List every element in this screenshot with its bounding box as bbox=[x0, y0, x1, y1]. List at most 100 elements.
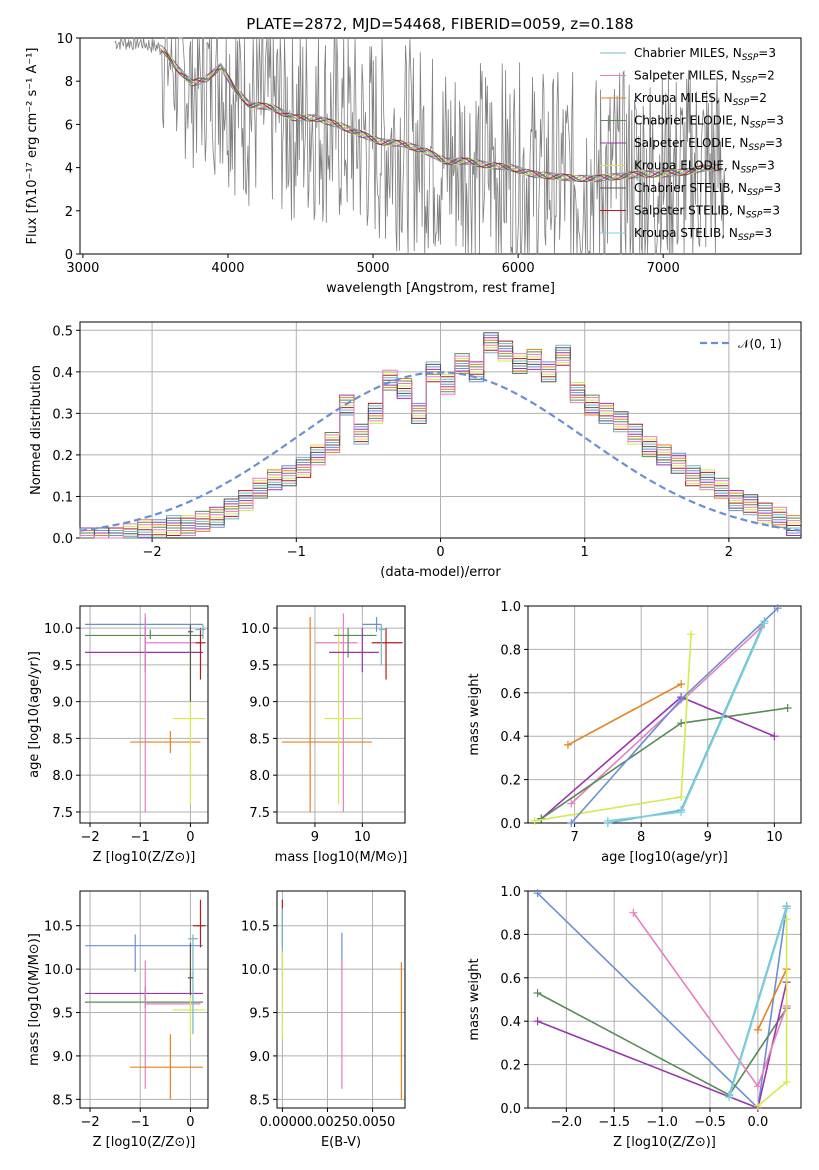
weight-point-marker bbox=[783, 703, 792, 712]
x-tick-label: 0.0025 bbox=[305, 1115, 351, 1130]
x-tick-label: −1 bbox=[131, 1115, 150, 1130]
x-tick-label: −1.0 bbox=[646, 1115, 678, 1130]
x-tick-label: 4000 bbox=[211, 261, 244, 276]
y-tick-label: 0.2 bbox=[52, 449, 73, 464]
y-tick-label: 8 bbox=[65, 75, 73, 90]
y-tick-label: 0.0 bbox=[52, 532, 73, 547]
weight-series-line bbox=[567, 683, 682, 746]
weight-point-marker bbox=[530, 816, 539, 825]
legend-entry: Chabrier MILES, NSSP=3 bbox=[634, 46, 776, 63]
legend-entry: Kroupa STELIB, NSSP=3 bbox=[634, 226, 772, 243]
legend-entry: Salpeter STELIB, NSSP=3 bbox=[634, 204, 780, 221]
x-tick-label: 9 bbox=[704, 830, 712, 845]
y-tick-label: 9.5 bbox=[249, 659, 270, 674]
x-axis-label: age [log10(age/yr)] bbox=[601, 850, 728, 865]
weight-point-marker bbox=[563, 740, 572, 749]
weight-point-marker bbox=[677, 680, 686, 689]
axes-frame bbox=[79, 605, 209, 824]
weight-series-line bbox=[728, 908, 788, 1098]
x-axis-label: E(B-V) bbox=[321, 1135, 361, 1150]
x-tick-label: 6000 bbox=[502, 261, 535, 276]
weight-point-marker bbox=[603, 816, 612, 825]
weight-point-marker bbox=[753, 1082, 762, 1091]
y-tick-label: 0.1 bbox=[52, 490, 73, 505]
y-tick-label: 9.0 bbox=[249, 1050, 270, 1065]
y-tick-label: 0.8 bbox=[500, 643, 521, 658]
weight-series-line bbox=[534, 634, 692, 822]
x-tick-label: 3000 bbox=[66, 261, 99, 276]
legend-entry: Chabrier ELODIE, NSSP=3 bbox=[634, 114, 784, 131]
weight-point-marker bbox=[760, 619, 769, 628]
y-tick-label: 9.5 bbox=[52, 1007, 73, 1022]
spectrum-model-line bbox=[163, 47, 722, 183]
x-tick-label: 7000 bbox=[647, 261, 680, 276]
spectrum-y-axis-label: Flux [fλ10⁻¹⁷ erg cm⁻² s⁻¹ A⁻¹] bbox=[25, 48, 40, 245]
weight-point-marker bbox=[782, 904, 791, 913]
y-tick-label: 8.5 bbox=[52, 1093, 73, 1108]
y-tick-label: 0.5 bbox=[52, 324, 73, 339]
weight-point-marker bbox=[533, 1017, 542, 1026]
y-tick-label: 0.6 bbox=[500, 687, 521, 702]
x-axis-label: (data-model)/error bbox=[380, 565, 501, 580]
weight-point-marker bbox=[567, 799, 576, 808]
axes-frame bbox=[276, 890, 406, 1109]
x-tick-label: 0 bbox=[186, 1115, 194, 1130]
weight-point-marker bbox=[567, 819, 576, 827]
x-tick-label: −2.0 bbox=[551, 1115, 583, 1130]
y-tick-label: 1.0 bbox=[500, 885, 521, 900]
x-tick-label: 2 bbox=[725, 545, 733, 560]
y-tick-label: 0.0 bbox=[500, 1102, 521, 1117]
histogram-step bbox=[79, 344, 801, 539]
weight-point-marker bbox=[677, 695, 686, 704]
x-tick-label: 7 bbox=[570, 830, 578, 845]
y-tick-label: 0.2 bbox=[500, 774, 521, 789]
y-tick-label: 8.0 bbox=[52, 769, 73, 784]
x-axis-label: Z [log10(Z/Z⊙)] bbox=[93, 850, 196, 865]
y-tick-label: 10.5 bbox=[44, 920, 73, 935]
x-tick-label: 0.0000 bbox=[260, 1115, 306, 1130]
histogram-step bbox=[80, 347, 801, 539]
y-tick-label: 10.0 bbox=[44, 622, 73, 637]
axes-frame bbox=[79, 37, 802, 255]
x-tick-label: −1.5 bbox=[598, 1115, 630, 1130]
axes-frame bbox=[527, 605, 802, 824]
weight-point-marker bbox=[677, 719, 686, 728]
spectrum-data-line bbox=[114, 36, 726, 255]
y-tick-label: 0.4 bbox=[500, 1015, 521, 1030]
weight-point-marker bbox=[753, 1025, 762, 1034]
y-tick-label: 0.0 bbox=[500, 817, 521, 832]
y-axis-label: age [log10(age/yr)] bbox=[27, 651, 42, 778]
x-tick-label: 0 bbox=[436, 545, 444, 560]
y-tick-label: 0.8 bbox=[500, 928, 521, 943]
x-tick-label: 0 bbox=[186, 830, 194, 845]
weight-point-marker bbox=[533, 889, 542, 898]
y-tick-label: 4 bbox=[65, 162, 73, 177]
y-axis-label: mass weight bbox=[467, 673, 482, 755]
x-tick-label: 10 bbox=[354, 830, 371, 845]
x-tick-label: 9 bbox=[311, 830, 319, 845]
weight-point-marker bbox=[773, 604, 782, 613]
y-tick-label: 9.0 bbox=[52, 1050, 73, 1065]
y-tick-label: 0 bbox=[65, 248, 73, 263]
y-tick-label: 10.0 bbox=[241, 963, 270, 978]
weight-series-line bbox=[757, 968, 788, 1031]
y-tick-label: 10.5 bbox=[241, 920, 270, 935]
axes-frame bbox=[79, 890, 209, 1109]
weight-point-marker bbox=[725, 1093, 734, 1102]
y-tick-label: 8.5 bbox=[249, 732, 270, 747]
y-tick-label: 7.5 bbox=[52, 806, 73, 821]
y-axis-label: mass [log10(M/M⊙)] bbox=[27, 933, 42, 1066]
spectrum-model-line bbox=[162, 47, 721, 183]
legend-entry: Kroupa MILES, NSSP=2 bbox=[634, 91, 767, 108]
legend-entry: Chabrier STELIB, NSSP=3 bbox=[634, 181, 781, 198]
axes-frame bbox=[527, 890, 802, 1109]
y-tick-label: 8.0 bbox=[249, 769, 270, 784]
x-tick-label: 1 bbox=[581, 545, 589, 560]
x-tick-label: 0.0050 bbox=[350, 1115, 396, 1130]
y-tick-label: 8.5 bbox=[249, 1093, 270, 1108]
y-tick-label: 6 bbox=[65, 118, 73, 133]
legend-entry: 𝒩(0, 1) bbox=[738, 337, 782, 351]
x-axis-label: Z [log10(Z/Z⊙)] bbox=[613, 1135, 716, 1150]
y-tick-label: 9.0 bbox=[249, 696, 270, 711]
